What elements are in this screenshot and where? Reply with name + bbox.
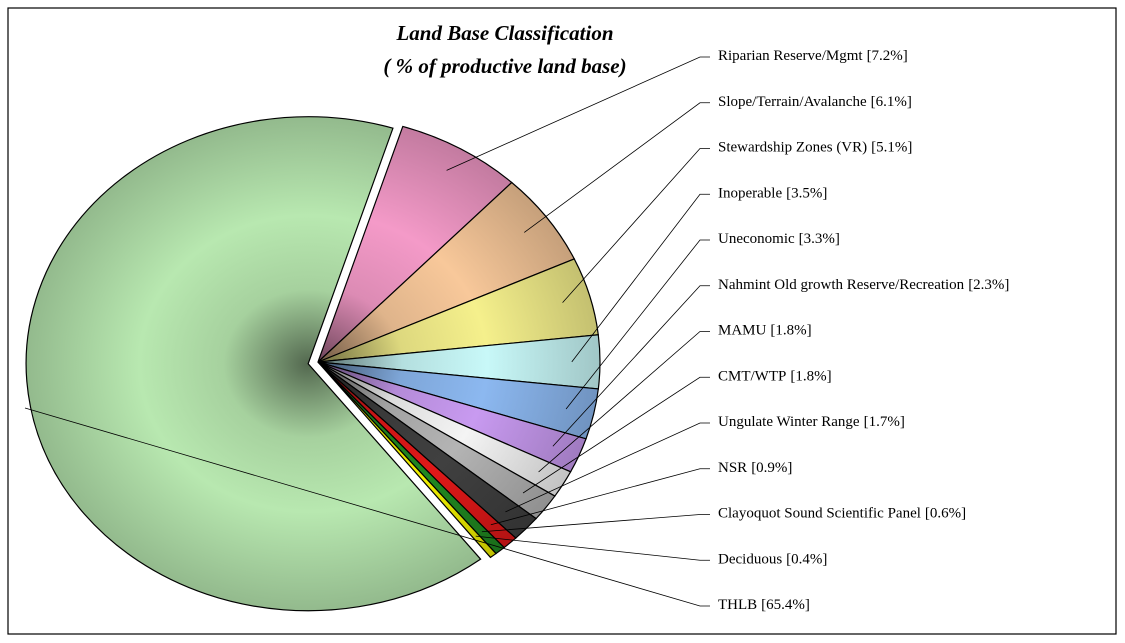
slice-label-name: Nahmint Old growth Reserve/Recreation — [718, 277, 965, 293]
slice-label-name: Inoperable — [718, 186, 782, 202]
leader-line — [538, 331, 710, 473]
slice-label: NSR [0.9%] — [718, 460, 792, 476]
slice-label: Riparian Reserve/Mgmt [7.2%] — [718, 48, 908, 64]
slice-label-value: [6.1%] — [871, 94, 912, 110]
slice-label-name: CMT/WTP — [718, 369, 786, 385]
leader-line — [475, 535, 710, 561]
leader-line — [571, 193, 710, 363]
slice-label-name: NSR — [718, 460, 747, 476]
leader-line — [562, 148, 710, 303]
leader-line — [505, 422, 710, 513]
slice-label-value: [1.8%] — [770, 323, 811, 339]
slice-label: MAMU [1.8%] — [718, 323, 812, 339]
pie-slice — [317, 125, 513, 363]
leader-line — [524, 102, 710, 233]
leader-line — [446, 56, 710, 171]
slice-label-name: Riparian Reserve/Mgmt — [718, 48, 863, 64]
chart-subtitle: ( % of productive land base) — [383, 54, 626, 78]
leader-line — [522, 376, 710, 494]
pie-slice — [25, 116, 482, 612]
slice-label-name: Stewardship Zones (VR) — [718, 140, 867, 156]
slice-label: Clayoquot Sound Scientific Panel [0.6%] — [718, 506, 966, 522]
chart-title: Land Base Classification — [395, 21, 613, 45]
slice-label-value: [5.1%] — [871, 140, 912, 156]
slice-label-name: Uneconomic — [718, 231, 795, 247]
slice-label-name: Ungulate Winter Range — [718, 414, 860, 430]
leader-line — [481, 514, 710, 533]
slice-label-value: [0.9%] — [751, 460, 792, 476]
slice-label-name: Deciduous — [718, 552, 782, 568]
slice-label: Ungulate Winter Range [1.7%] — [718, 414, 905, 430]
slice-label: Slope/Terrain/Avalanche [6.1%] — [718, 94, 912, 110]
leader-line — [24, 407, 710, 607]
slice-label-name: THLB — [718, 597, 757, 613]
slice-label: Uneconomic [3.3%] — [718, 231, 840, 247]
slice-label-name: Slope/Terrain/Avalanche — [718, 94, 867, 110]
slice-label-value: [0.6%] — [925, 506, 966, 522]
leader-line — [490, 468, 710, 526]
slice-label: Inoperable [3.5%] — [718, 186, 827, 202]
slice-label-value: [3.5%] — [786, 186, 827, 202]
slice-label-value: [7.2%] — [867, 48, 908, 64]
slice-label-value: [1.8%] — [790, 369, 831, 385]
slice-label-value: [2.3%] — [968, 277, 1009, 293]
slice-label: THLB [65.4%] — [718, 597, 810, 613]
slice-label-value: [0.4%] — [786, 552, 827, 568]
slice-label: Deciduous [0.4%] — [718, 552, 827, 568]
slice-label-name: Clayoquot Sound Scientific Panel — [718, 506, 921, 522]
slice-label-value: [3.3%] — [799, 231, 840, 247]
pie-slice — [317, 361, 497, 559]
leader-line — [565, 239, 710, 410]
leader-line — [552, 285, 710, 447]
slice-label: Stewardship Zones (VR) [5.1%] — [718, 140, 912, 156]
slice-label-value: [65.4%] — [761, 597, 810, 613]
slice-label-value: [1.7%] — [864, 414, 905, 430]
slice-label: CMT/WTP [1.8%] — [718, 369, 832, 385]
slice-label-name: MAMU — [718, 323, 767, 339]
slice-label: Nahmint Old growth Reserve/Recreation [2.… — [718, 277, 1009, 293]
